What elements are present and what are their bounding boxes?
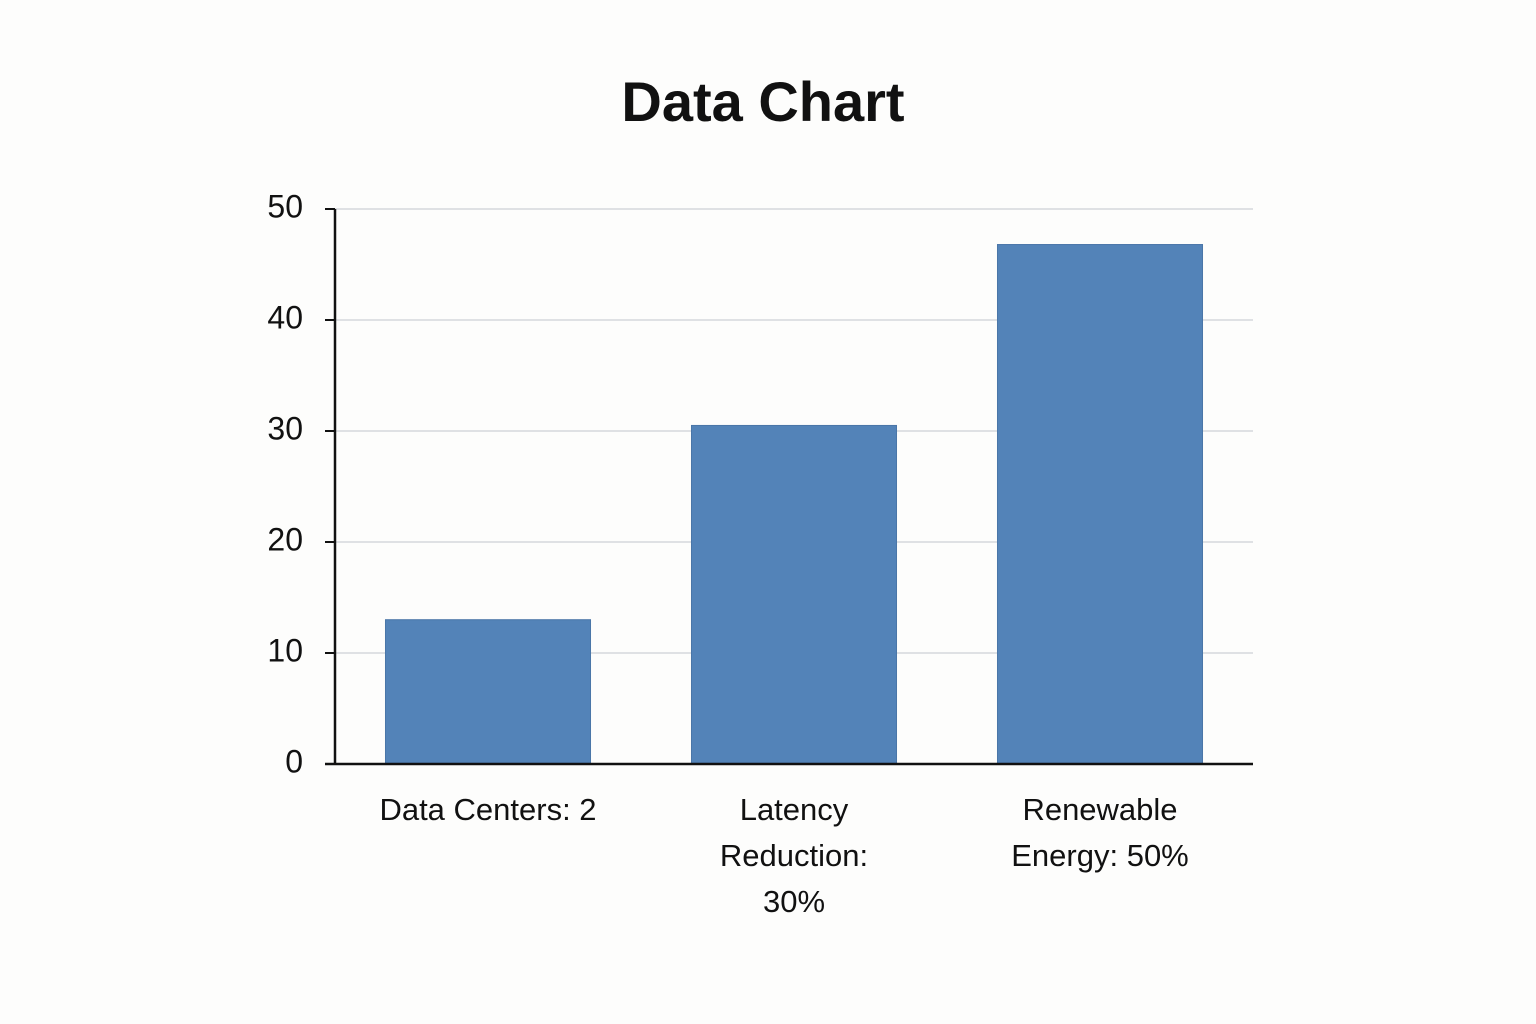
- x-tick-label: Renewable Energy: 50%: [1011, 792, 1189, 873]
- bar: [996, 244, 1204, 765]
- y-tick-label: 30: [267, 410, 303, 446]
- x-tick-label: Latency Reduction: 30%: [719, 792, 869, 919]
- y-tick-label: 40: [267, 299, 303, 335]
- bar: [690, 424, 898, 765]
- x-tick-label: Data Centers: 2: [379, 792, 597, 827]
- y-tick-label: 10: [267, 632, 303, 668]
- chart-title: Data Chart: [621, 70, 904, 133]
- bar: [384, 619, 592, 765]
- y-tick-label: 50: [267, 188, 303, 224]
- y-tick-label: 0: [285, 743, 303, 779]
- y-tick-label: 20: [267, 521, 303, 557]
